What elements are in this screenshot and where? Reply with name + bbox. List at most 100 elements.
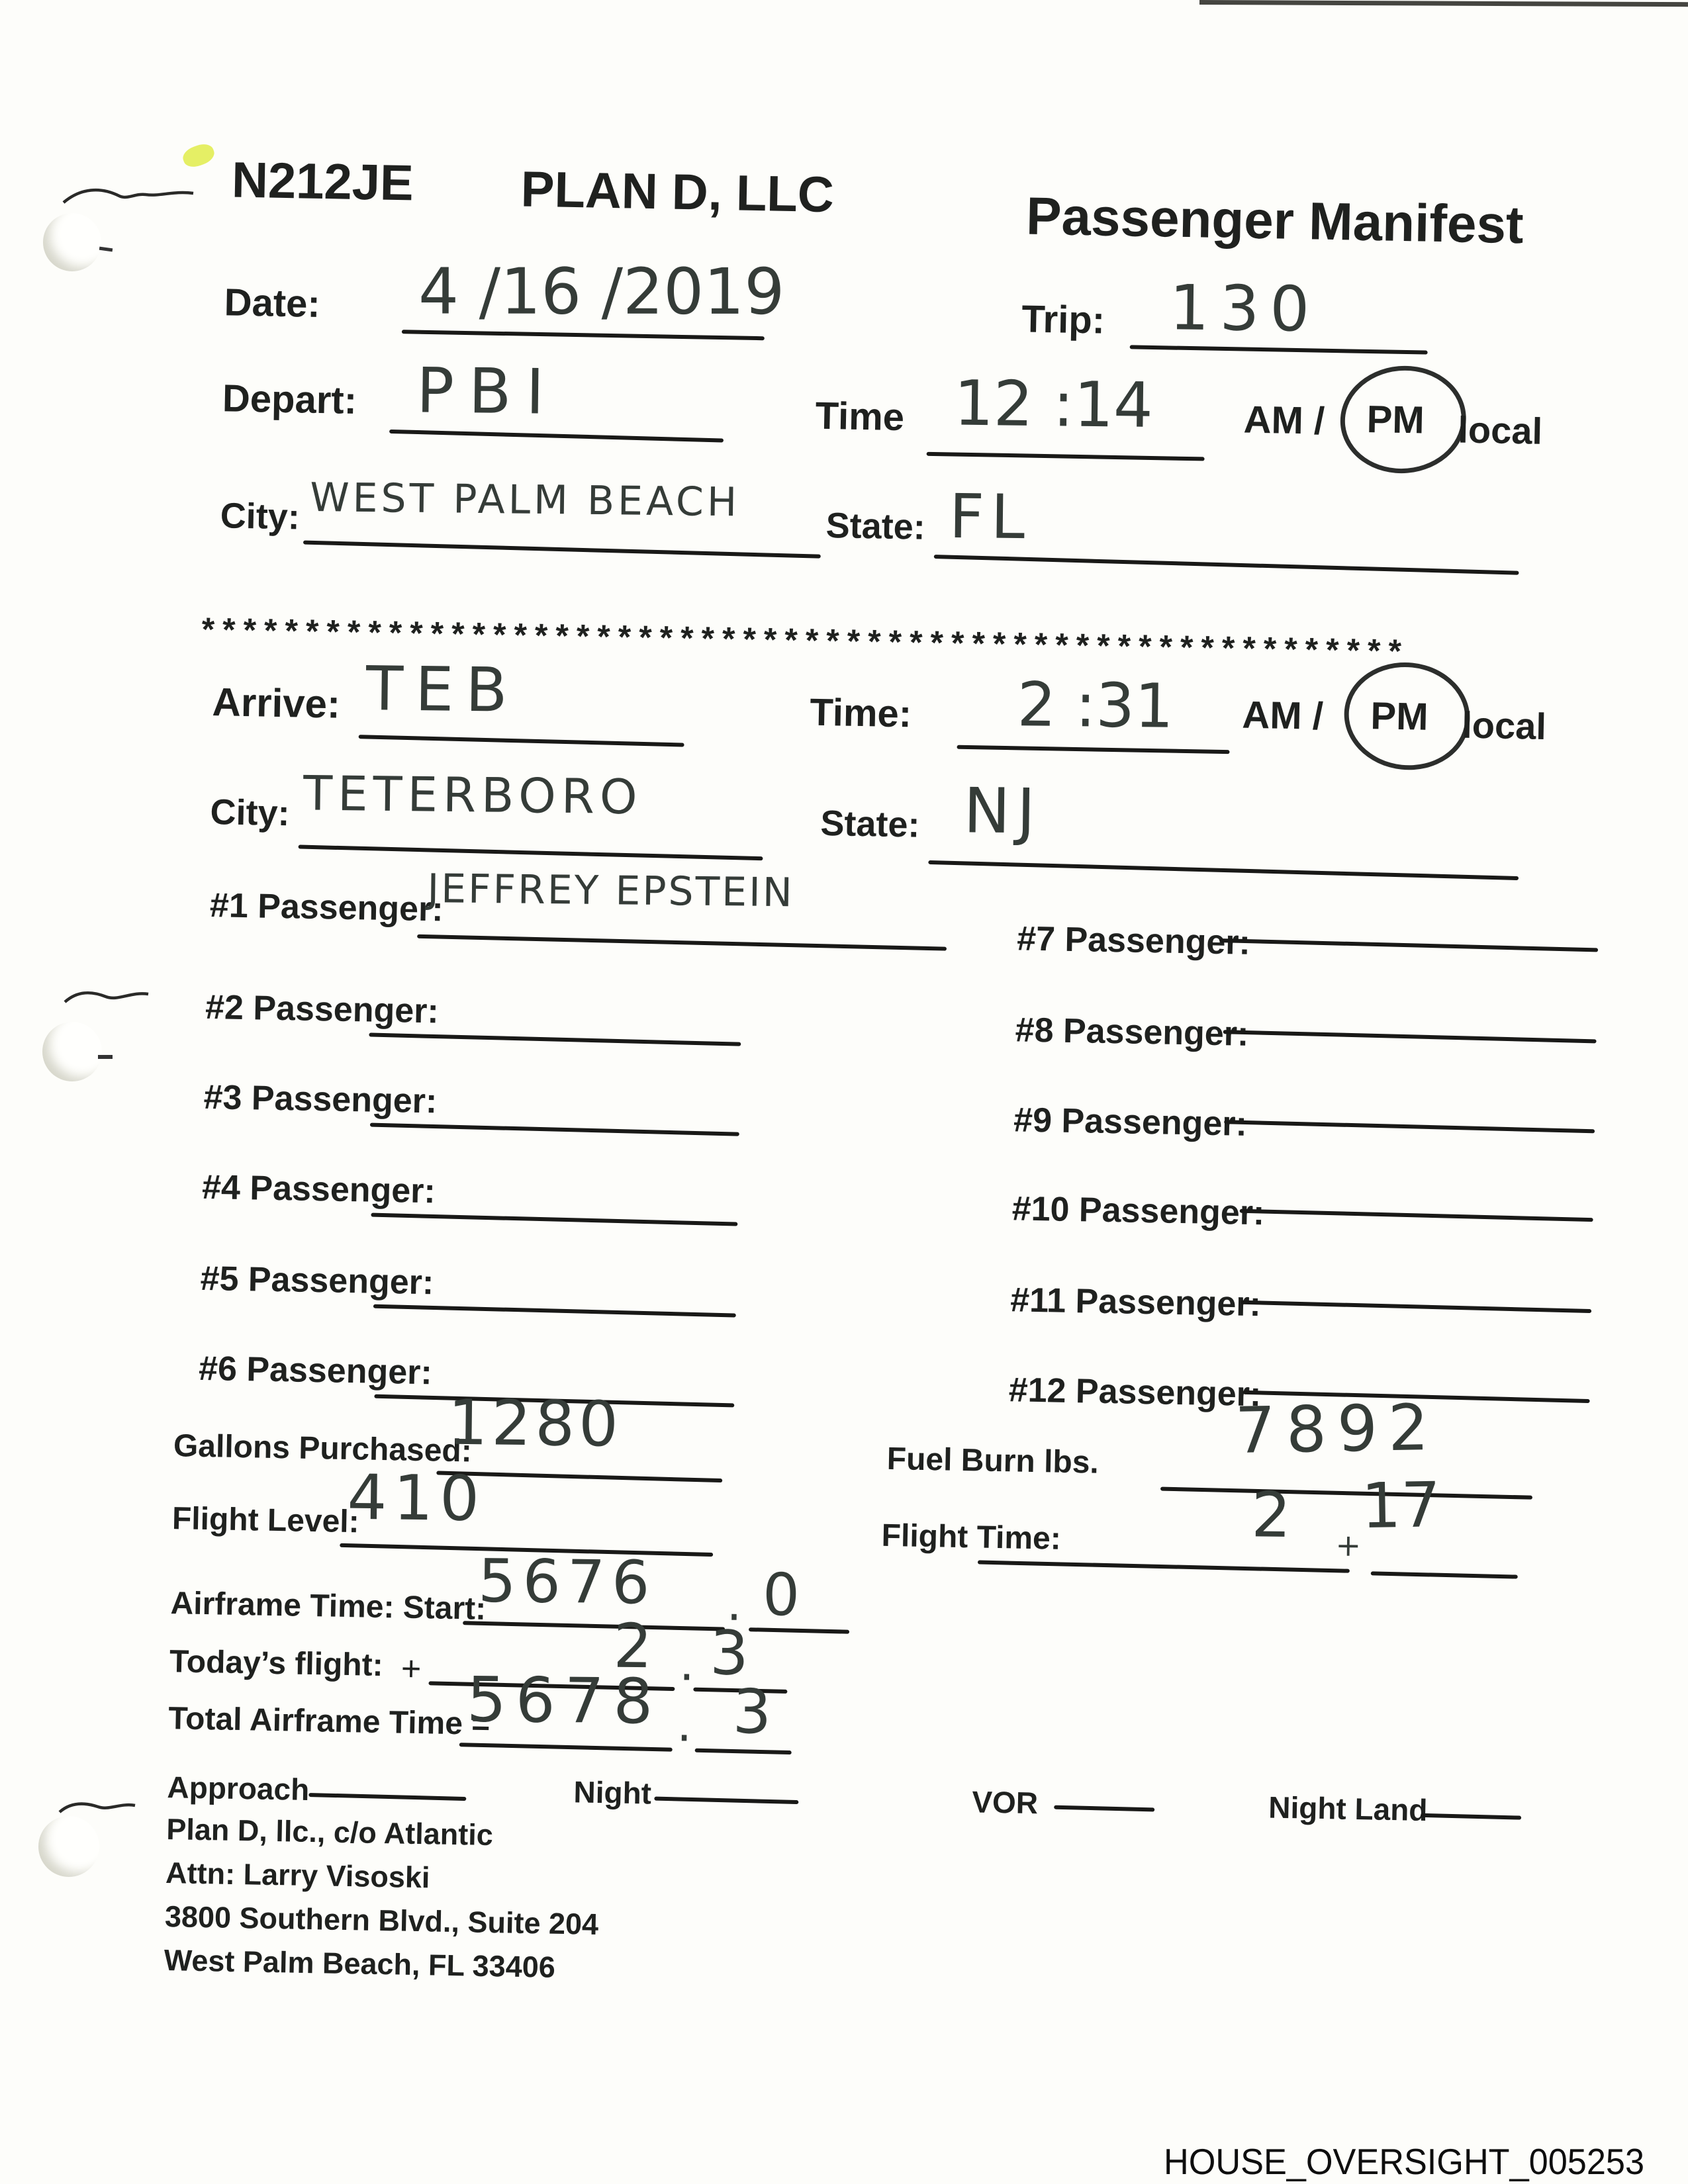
vor-underline (1054, 1805, 1155, 1812)
arrive-city-label: City: (210, 792, 291, 834)
arrive-pm-label: PM (1370, 694, 1429, 739)
depart-state-label: State: (825, 506, 926, 547)
arrive-time-underline (957, 745, 1230, 754)
flight-level-handwritten: 410 (346, 1461, 487, 1536)
airframe-start-whole-handwritten: 5676 (477, 1546, 657, 1618)
passenger-5-underline (373, 1304, 736, 1318)
fuel-burn-underline (1160, 1486, 1532, 1500)
total-airframe-fraction-handwritten: 3 (732, 1676, 772, 1748)
passenger-8-underline (1223, 1030, 1597, 1044)
trip-label: Trip: (1021, 297, 1105, 342)
hole-punch-bottom (38, 1816, 99, 1877)
depart-city-label: City: (220, 496, 301, 537)
passenger-9-label: #9 Passenger: (1013, 1101, 1248, 1144)
scan-edge-artifact (1199, 0, 1688, 7)
arrive-am-label: AM / (1241, 693, 1324, 738)
address-line-3: 3800 Southern Blvd., Suite 204 (164, 1899, 599, 1942)
vor-label: VOR (971, 1784, 1039, 1821)
hole-punch-middle (42, 1022, 102, 1081)
passenger-1-label: #1 Passenger: (209, 886, 444, 929)
flight-time-hours-handwritten: 2 (1250, 1479, 1291, 1552)
depart-label: Depart: (222, 377, 357, 422)
arrive-city-handwritten: TETERBORO (303, 765, 643, 825)
trip-value-handwritten: 130 (1169, 272, 1321, 346)
total-airframe-underline (459, 1743, 673, 1752)
arrive-value-handwritten: TEB (365, 653, 520, 726)
airframe-start-label: Airframe Time: Start: (170, 1586, 487, 1627)
depart-city-handwritten: WEST PALM BEACH (309, 474, 741, 526)
hole-punch-top (43, 213, 101, 271)
arrive-state-underline (928, 860, 1519, 881)
date-underline (401, 330, 765, 341)
total-airframe-label: Total Airframe Time = (167, 1701, 491, 1742)
todays-flight-label: Today’s flight: (169, 1644, 384, 1684)
total-airframe-decimal: . (676, 1696, 692, 1752)
depart-time-handwritten: 12 :14 (953, 367, 1154, 442)
night-land-underline (1421, 1813, 1522, 1820)
flight-time-underline-b (1370, 1571, 1518, 1579)
passenger-2-underline (369, 1032, 741, 1046)
address-line-4: West Palm Beach, FL 33406 (164, 1943, 556, 1984)
todays-flight-decimal: . (679, 1635, 695, 1692)
airframe-start-fraction-handwritten: 0 (762, 1560, 800, 1629)
pen-squiggle-middle (64, 991, 149, 1003)
date-label: Date: (224, 281, 321, 326)
flight-time-label: Flight Time: (881, 1518, 1062, 1557)
address-line-1: Plan D, llc., c/o Atlantic (165, 1812, 494, 1852)
fuel-burn-label: Fuel Burn lbs. (886, 1441, 1100, 1480)
gallons-purchased-handwritten: 1280 (447, 1387, 623, 1461)
company-address: Plan D, llc., c/o Atlantic Attn: Larry V… (164, 1807, 600, 1990)
passenger-8-label: #8 Passenger: (1015, 1011, 1249, 1054)
depart-am-label: AM / (1243, 398, 1325, 443)
address-line-2: Attn: Larry Visoski (165, 1856, 430, 1895)
passenger-5-label: #5 Passenger: (200, 1259, 434, 1302)
depart-pm-label: PM (1366, 397, 1425, 442)
passenger-9-underline (1224, 1120, 1595, 1134)
flight-time-underline-a (977, 1560, 1350, 1573)
passenger-11-label: #11 Passenger: (1009, 1281, 1262, 1324)
arrive-local-label: local (1461, 704, 1547, 747)
trip-underline (1129, 345, 1428, 355)
arrive-time-label: Time: (809, 690, 912, 736)
arrive-city-underline (298, 844, 763, 861)
arrive-state-label: State: (820, 803, 920, 845)
night-land-label: Night Land (1268, 1790, 1428, 1827)
night-underline (654, 1796, 799, 1805)
fuel-burn-handwritten: 7892 (1234, 1390, 1440, 1468)
arrive-state-handwritten: NJ (963, 775, 1043, 848)
depart-city-underline (303, 540, 821, 559)
depart-state-handwritten: FL (949, 480, 1032, 553)
approach-label: Approach (167, 1770, 310, 1807)
total-airframe-fraction-underline (694, 1748, 792, 1755)
company-name: PLAN D, LLC (520, 161, 835, 224)
flight-time-minutes-handwritten: 17 (1360, 1469, 1442, 1543)
passenger-10-label: #10 Passenger: (1011, 1189, 1265, 1233)
passenger-1-name-handwritten: JEFFREY EPSTEIN (427, 865, 795, 917)
passenger-4-label: #4 Passenger: (201, 1167, 436, 1211)
passenger-1-underline (417, 934, 947, 951)
airframe-start-underline (463, 1621, 726, 1631)
depart-value-handwritten: PBI (416, 355, 559, 429)
depart-underline (389, 429, 724, 443)
night-label: Night (573, 1774, 652, 1811)
arrive-label: Arrive: (212, 680, 341, 727)
flight-level-label: Flight Level: (171, 1501, 360, 1540)
pen-squiggle-bottom (58, 1802, 136, 1813)
passenger-7-label: #7 Passenger: (1016, 919, 1251, 962)
todays-flight-plus: + (400, 1649, 422, 1689)
bates-number: HOUSE_OVERSIGHT_005253 (1164, 2141, 1645, 2182)
passenger-11-underline (1241, 1300, 1592, 1314)
arrive-time-handwritten: 2 :31 (1017, 669, 1174, 742)
depart-time-underline (926, 451, 1205, 461)
passenger-12-label: #12 Passenger: (1008, 1371, 1262, 1414)
depart-state-underline (933, 554, 1519, 575)
total-airframe-whole-handwritten: 5678 (466, 1664, 663, 1739)
depart-time-label: Time (815, 394, 905, 439)
tail-number: N212JE (231, 152, 414, 212)
arrive-underline (358, 735, 684, 747)
passenger-2-label: #2 Passenger: (205, 987, 440, 1031)
pen-dash-middle (98, 1055, 113, 1059)
passenger-3-label: #3 Passenger: (203, 1077, 438, 1121)
airframe-start-fraction-underline (749, 1627, 850, 1634)
